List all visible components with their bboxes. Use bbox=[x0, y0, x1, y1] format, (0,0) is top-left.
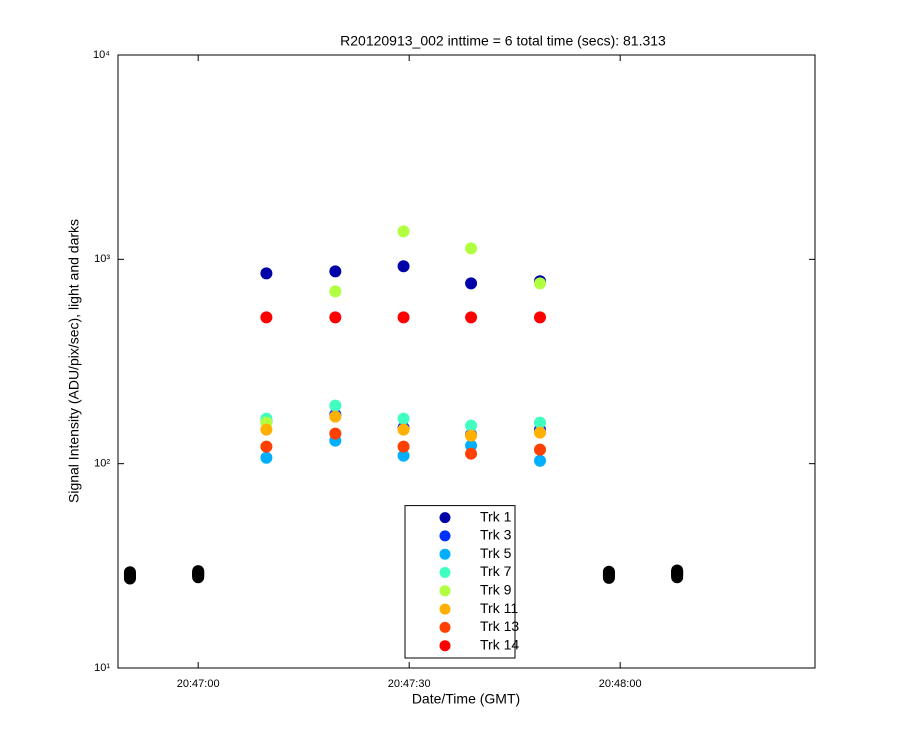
y-tick-label: 10² bbox=[94, 458, 110, 470]
data-point bbox=[397, 260, 410, 273]
legend-marker bbox=[439, 621, 451, 633]
data-point bbox=[329, 285, 342, 298]
legend-label: Trk 14 bbox=[480, 636, 519, 652]
data-point bbox=[397, 440, 410, 453]
x-tick-label: 20:48:00 bbox=[599, 678, 642, 690]
data-point bbox=[397, 449, 410, 462]
data-point bbox=[397, 412, 410, 425]
legend: Trk 1 Trk 3 Trk 5 Trk 7 Trk 9 Trk 11 Trk 13 Trk… bbox=[404, 505, 519, 659]
x-tick-label: 20:47:30 bbox=[388, 678, 431, 690]
data-point bbox=[533, 426, 546, 439]
dark-point bbox=[602, 566, 615, 579]
legend-label: Trk 1 bbox=[480, 508, 512, 524]
legend-label: Trk 13 bbox=[480, 618, 519, 634]
legend-marker bbox=[439, 512, 451, 524]
data-point bbox=[533, 454, 546, 467]
data-point bbox=[397, 225, 410, 238]
legend-label: Trk 3 bbox=[480, 527, 512, 543]
y-tick-label: 10¹ bbox=[94, 662, 110, 674]
data-point bbox=[329, 427, 342, 440]
legend-label: Trk 5 bbox=[480, 545, 512, 561]
data-point bbox=[260, 267, 273, 280]
legend-marker bbox=[439, 640, 451, 652]
dark-point bbox=[671, 565, 684, 578]
data-point bbox=[533, 416, 546, 429]
y-tick-label: 10³ bbox=[94, 253, 110, 265]
data-point bbox=[329, 399, 342, 412]
data-point bbox=[465, 419, 478, 432]
legend-label: Trk 9 bbox=[480, 582, 512, 598]
data-point bbox=[329, 410, 342, 423]
data-point bbox=[260, 451, 273, 464]
legend-label: Trk 11 bbox=[480, 600, 518, 616]
data-point bbox=[533, 277, 546, 290]
data-point bbox=[533, 311, 546, 324]
data-point bbox=[260, 440, 273, 453]
data-point bbox=[465, 447, 478, 460]
legend-marker bbox=[439, 585, 451, 597]
legend-label: Trk 7 bbox=[480, 563, 512, 579]
data-point bbox=[465, 242, 478, 255]
x-axis-label: Date/Time (GMT) bbox=[412, 691, 520, 707]
legend-marker bbox=[439, 603, 451, 615]
legend-box bbox=[404, 505, 516, 659]
legend-marker bbox=[439, 567, 451, 578]
data-point bbox=[465, 429, 478, 442]
dark-point bbox=[123, 567, 136, 580]
chart-title: R20120913_002 inttime = 6 total time (se… bbox=[340, 33, 666, 49]
dark-point bbox=[192, 566, 205, 579]
data-point bbox=[329, 265, 342, 278]
legend-marker bbox=[439, 530, 451, 542]
data-point bbox=[260, 423, 273, 436]
data-point bbox=[533, 443, 546, 456]
data-point bbox=[465, 277, 478, 290]
y-tick-label: 10⁴ bbox=[93, 49, 110, 61]
legend-marker bbox=[439, 548, 451, 560]
data-point bbox=[397, 423, 410, 436]
data-point bbox=[465, 311, 478, 324]
data-point bbox=[260, 311, 273, 324]
plot-frame bbox=[117, 54, 816, 669]
x-tick-label: 20:47:00 bbox=[177, 678, 220, 690]
data-point bbox=[329, 311, 342, 324]
y-axis-label: Signal Intensity (ADU/pix/sec), light an… bbox=[66, 219, 82, 503]
data-point bbox=[397, 311, 410, 324]
